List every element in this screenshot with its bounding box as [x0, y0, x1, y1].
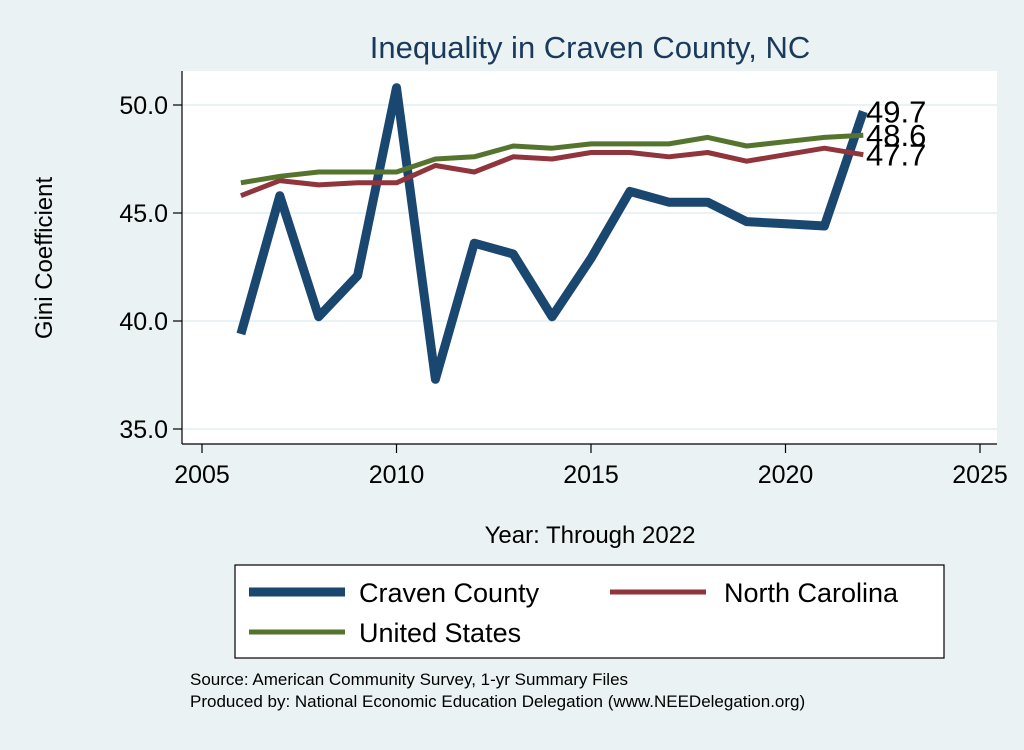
x-tick-label: 2015 [563, 461, 619, 489]
grid-layer [182, 104, 997, 430]
y-tick-label: 50.0 [119, 92, 168, 120]
series-line-craven-county [236, 83, 868, 384]
legend-box [234, 564, 945, 659]
end-label-craven-county: 49.7 [866, 94, 926, 129]
end-label-united-states: 48.6 [866, 118, 926, 153]
chart-title: Inequality in Craven County, NC [370, 30, 811, 65]
x-axis-label: Year: Through 2022 [485, 522, 696, 549]
series-line-north-carolina [239, 145, 864, 199]
y-axis-label: Gini Coefficient [31, 177, 58, 340]
x-tick-label: 2020 [758, 461, 814, 489]
end-label-north-carolina: 47.7 [866, 138, 926, 173]
y-tick-label: 40.0 [119, 308, 168, 336]
source-note: Source: American Community Survey, 1-yr … [190, 670, 628, 689]
x-tick-label: 2010 [369, 461, 425, 489]
legend-label-north-carolina: North Carolina [724, 578, 899, 608]
y-tick-label: 45.0 [119, 200, 168, 228]
x-tick-label: 2025 [952, 461, 1008, 489]
legend-label-united-states: United States [359, 618, 521, 648]
end-labels-layer: 49.7 47.748.6 [866, 94, 926, 172]
series-layer [236, 83, 868, 384]
x-tick-label: 2005 [174, 461, 230, 489]
legend: Craven County North Carolina United Stat… [234, 564, 945, 659]
series-line-united-states [240, 132, 864, 186]
y-tick-label: 35.0 [119, 416, 168, 444]
ticks-layer: 35.0 40.0 45.0 50.0 2005 2010 2015 2020 2025 [119, 92, 1007, 489]
legend-label-craven-county: Craven County [359, 578, 540, 608]
producer-note: Produced by: National Economic Education… [190, 692, 805, 711]
